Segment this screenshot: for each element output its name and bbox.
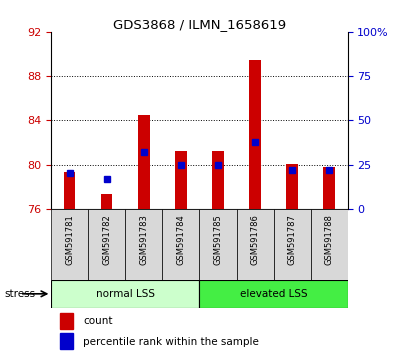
Text: GSM591783: GSM591783 [139, 215, 149, 266]
Bar [199, 280, 348, 308]
Bar [88, 209, 126, 280]
Text: GSM591787: GSM591787 [288, 215, 297, 266]
Bar [60, 333, 73, 349]
Bar [138, 115, 150, 209]
Text: elevated LSS: elevated LSS [240, 289, 307, 299]
Bar [310, 209, 348, 280]
Bar [274, 209, 310, 280]
Text: GSM591784: GSM591784 [177, 215, 186, 265]
Text: GSM591782: GSM591782 [102, 215, 111, 265]
Bar [51, 280, 199, 308]
Bar [213, 152, 224, 209]
Text: GSM591781: GSM591781 [65, 215, 74, 265]
Bar [286, 164, 298, 209]
Text: GSM591786: GSM591786 [250, 215, 260, 266]
Title: GDS3868 / ILMN_1658619: GDS3868 / ILMN_1658619 [113, 18, 286, 31]
Bar [101, 194, 113, 209]
Text: GSM591785: GSM591785 [213, 215, 222, 265]
Text: stress: stress [4, 289, 35, 299]
Bar [237, 209, 274, 280]
Text: normal LSS: normal LSS [96, 289, 155, 299]
Bar [199, 209, 237, 280]
Bar [324, 167, 335, 209]
Bar [249, 59, 261, 209]
Text: GSM591788: GSM591788 [325, 215, 334, 266]
Bar [60, 313, 73, 329]
Bar [175, 152, 186, 209]
Bar [126, 209, 162, 280]
Bar [162, 209, 199, 280]
Text: count: count [83, 316, 113, 326]
Bar [51, 209, 88, 280]
Text: percentile rank within the sample: percentile rank within the sample [83, 337, 259, 347]
Bar [64, 172, 75, 209]
